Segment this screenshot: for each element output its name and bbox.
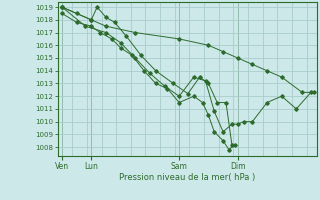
X-axis label: Pression niveau de la mer( hPa ): Pression niveau de la mer( hPa ) xyxy=(119,173,255,182)
